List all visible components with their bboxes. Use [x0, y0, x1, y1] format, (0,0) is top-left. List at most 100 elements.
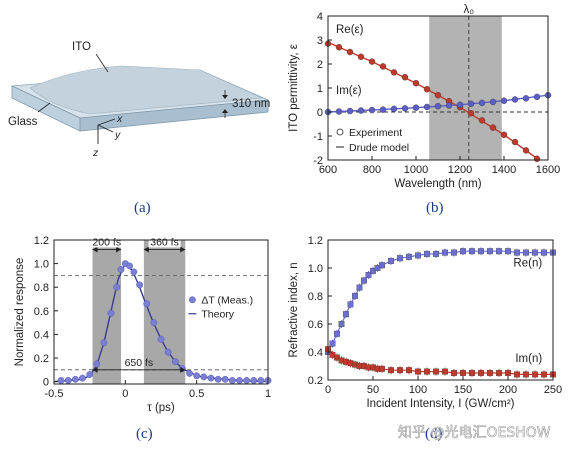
data-point — [467, 109, 475, 117]
data-point — [500, 97, 508, 104]
y-tick-label: 0.2 — [34, 353, 49, 365]
slab-side — [11, 85, 81, 132]
data-point — [487, 248, 493, 255]
data-point — [496, 370, 502, 376]
data-point — [412, 104, 420, 111]
y-tick-label: 0.6 — [308, 319, 323, 331]
data-point — [434, 91, 442, 99]
ito-label: ITO — [72, 41, 91, 53]
data-point — [250, 377, 258, 384]
data-point — [522, 95, 530, 102]
annotation-label: 200 fs — [92, 236, 121, 248]
data-point — [442, 368, 448, 375]
data-point — [379, 365, 385, 372]
legend-entry: Experiment — [349, 127, 402, 139]
data-point — [390, 69, 398, 76]
data-point — [257, 377, 265, 384]
axis-x-label: x — [116, 113, 123, 125]
series-label-im: Im(n) — [515, 353, 542, 365]
data-point — [126, 262, 134, 270]
thickness-arrowhead-top — [222, 95, 228, 99]
lambda0-label: λ₀ — [464, 4, 475, 16]
legend-entry: Theory — [201, 309, 234, 321]
annotation-label: 650 fs — [125, 357, 154, 369]
caption-a: (a) — [134, 200, 151, 216]
data-point — [406, 367, 412, 374]
data-point — [511, 96, 519, 103]
ito-pointer — [95, 53, 109, 73]
data-point — [456, 101, 464, 109]
x-tick-label: 50 — [367, 384, 379, 396]
y-tick-label: 0.4 — [34, 329, 49, 341]
data-point — [143, 300, 151, 308]
data-point — [343, 311, 349, 318]
data-point — [478, 370, 484, 376]
data-point — [469, 370, 475, 376]
annotation-bg — [148, 237, 181, 248]
caption: (c) — [136, 426, 153, 442]
shaded-band — [143, 240, 186, 384]
data-point — [514, 249, 520, 256]
data-point — [541, 371, 547, 378]
y-tick-label: 2 — [317, 59, 323, 71]
axis-z-label: z — [92, 147, 99, 159]
annotation-arrowhead — [143, 246, 149, 253]
ito-film — [29, 65, 264, 115]
x-tick-label: 1000 — [404, 164, 428, 176]
x-tick-label: 250 — [544, 384, 562, 396]
data-point — [390, 105, 398, 113]
y-tick-label: 1 — [317, 83, 323, 95]
data-point — [401, 73, 409, 81]
y-tick-label: 0 — [43, 377, 49, 389]
data-point — [368, 58, 376, 65]
plot-frame — [327, 239, 554, 381]
y-tick-label: 1.0 — [34, 259, 49, 271]
data-point — [150, 319, 158, 327]
data-point — [186, 369, 193, 377]
x-tick-label: -0.5 — [45, 388, 64, 400]
annotation-arrowhead — [116, 246, 122, 253]
data-point — [357, 53, 365, 60]
thickness-label: 310 nm — [232, 98, 270, 110]
glass-label: Glass — [8, 116, 38, 128]
x-axis-label: Incident Intensity, I (GW/cm²) — [366, 398, 514, 410]
data-point — [424, 251, 430, 257]
data-point — [533, 93, 541, 101]
legend-marker — [188, 296, 196, 304]
data-point — [57, 377, 65, 384]
data-point — [107, 309, 115, 317]
data-point — [236, 377, 243, 384]
data-point — [532, 249, 538, 256]
series-label-im: Im(ε) — [336, 85, 362, 97]
data-point — [442, 249, 448, 256]
x-axis-label: Wavelength (nm) — [394, 178, 481, 190]
x-tick-label: 600 — [319, 164, 337, 176]
data-point — [505, 248, 511, 255]
data-point — [388, 258, 394, 264]
x-tick-label: 0.5 — [189, 388, 204, 400]
annotation-arrowhead — [92, 366, 98, 373]
data-point — [460, 370, 466, 376]
panel-b: λ₀ Re(ε) Im(ε) 600 800 1000 1200 1400 1600 -2 -1 0 1… — [288, 4, 560, 216]
data-point — [171, 358, 179, 365]
annotation-arrowhead — [92, 246, 98, 253]
data-point — [379, 106, 387, 113]
data-point — [489, 98, 497, 106]
data-point — [533, 155, 541, 163]
data-point — [72, 375, 79, 383]
data-point — [514, 371, 520, 378]
data-point — [193, 372, 201, 380]
y-tick-label: 1.2 — [308, 235, 323, 247]
x-tick-label: 0 — [122, 388, 128, 400]
data-point — [496, 248, 502, 255]
x-tick-label: 150 — [454, 384, 472, 396]
data-point — [467, 100, 475, 108]
data-point — [412, 79, 420, 87]
axes-triad: x y z — [92, 113, 123, 159]
y-tick-label: 0 — [317, 107, 323, 119]
data-point — [478, 248, 484, 255]
plot-frame — [53, 239, 269, 385]
y-tick-label: 0.2 — [308, 375, 323, 387]
data-point — [200, 373, 208, 381]
x-axis-label: τ (ps) — [147, 402, 175, 414]
